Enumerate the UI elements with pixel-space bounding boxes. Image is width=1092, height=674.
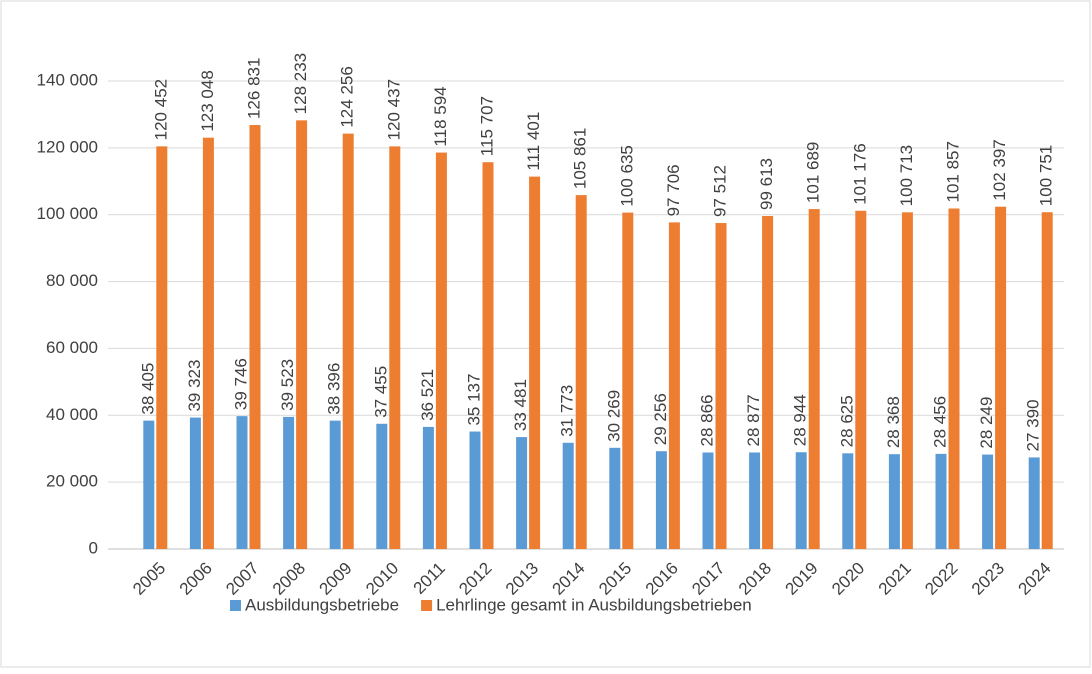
value-label: 97 706 bbox=[664, 164, 683, 216]
bar bbox=[1041, 212, 1053, 549]
y-tick-label: 60 000 bbox=[46, 338, 98, 357]
bar bbox=[435, 152, 447, 550]
y-tick-label: 120 000 bbox=[37, 137, 98, 156]
value-label: 28 456 bbox=[930, 396, 949, 448]
bar bbox=[995, 206, 1007, 549]
bar bbox=[762, 216, 774, 549]
value-label: 33 481 bbox=[511, 379, 530, 431]
bar bbox=[888, 454, 900, 549]
bar bbox=[249, 125, 261, 549]
value-label: 102 397 bbox=[990, 139, 1009, 200]
legend-swatch bbox=[421, 600, 433, 611]
bar bbox=[143, 420, 155, 549]
bar bbox=[376, 423, 388, 549]
bar bbox=[655, 451, 667, 549]
y-tick-label: 100 000 bbox=[37, 204, 98, 223]
bar bbox=[422, 426, 434, 549]
value-label: 31 773 bbox=[558, 385, 577, 437]
value-label: 29 256 bbox=[651, 393, 670, 445]
value-label: 100 751 bbox=[1037, 145, 1056, 206]
bar bbox=[469, 431, 481, 549]
legend-swatch bbox=[230, 600, 241, 611]
value-label: 115 707 bbox=[477, 96, 496, 156]
value-label: 101 689 bbox=[804, 142, 823, 203]
bar bbox=[562, 442, 574, 549]
legend-label: Lehrlinge gesamt in Ausbildungsbetrieben bbox=[436, 595, 752, 614]
value-label: 30 269 bbox=[604, 390, 623, 442]
value-label: 100 713 bbox=[897, 145, 916, 206]
value-label: 99 613 bbox=[757, 158, 776, 210]
value-label: 28 249 bbox=[977, 397, 996, 449]
value-label: 38 396 bbox=[325, 363, 344, 415]
bar bbox=[715, 223, 727, 549]
bar bbox=[808, 209, 820, 549]
bar bbox=[482, 162, 494, 550]
bar bbox=[749, 452, 761, 549]
value-label: 38 405 bbox=[138, 363, 157, 415]
bar bbox=[329, 420, 341, 549]
value-label: 39 523 bbox=[278, 359, 297, 411]
value-label: 35 137 bbox=[464, 374, 483, 426]
value-label: 36 521 bbox=[418, 369, 437, 421]
bar bbox=[342, 133, 354, 549]
bar bbox=[1028, 457, 1040, 549]
bar bbox=[622, 212, 634, 550]
bar bbox=[702, 452, 714, 549]
bar bbox=[529, 176, 541, 550]
y-tick-label: 0 bbox=[89, 538, 98, 557]
bar bbox=[842, 453, 854, 549]
legend-label: Ausbildungsbetriebe bbox=[245, 595, 399, 614]
value-label: 39 323 bbox=[185, 360, 204, 412]
value-label: 118 594 bbox=[431, 86, 450, 146]
bar bbox=[296, 120, 308, 550]
value-label: 123 048 bbox=[198, 70, 217, 131]
value-label: 120 452 bbox=[151, 79, 170, 140]
value-label: 28 866 bbox=[697, 395, 716, 447]
bar bbox=[795, 452, 807, 549]
bar bbox=[982, 454, 994, 549]
bar bbox=[855, 210, 867, 549]
bar bbox=[283, 416, 295, 549]
bar bbox=[609, 447, 621, 549]
value-label: 111 401 bbox=[524, 112, 543, 171]
bar bbox=[236, 416, 248, 549]
bar bbox=[901, 212, 913, 550]
bar bbox=[389, 146, 401, 550]
y-tick-label: 140 000 bbox=[37, 70, 98, 89]
value-label: 101 857 bbox=[943, 141, 962, 202]
bar bbox=[575, 195, 587, 549]
bar bbox=[156, 146, 168, 549]
bar bbox=[948, 208, 960, 550]
bar bbox=[202, 137, 214, 549]
value-label: 28 368 bbox=[884, 396, 903, 448]
bar bbox=[935, 453, 947, 549]
value-label: 120 437 bbox=[384, 79, 403, 140]
bar bbox=[516, 437, 528, 549]
value-label: 28 944 bbox=[791, 394, 810, 446]
value-label: 28 625 bbox=[837, 395, 856, 447]
value-label: 126 831 bbox=[244, 58, 263, 119]
bar bbox=[668, 222, 680, 549]
value-label: 27 390 bbox=[1024, 399, 1043, 451]
value-label: 105 861 bbox=[571, 128, 590, 189]
value-label: 37 455 bbox=[371, 366, 390, 418]
value-label: 101 176 bbox=[850, 143, 869, 204]
value-label: 28 877 bbox=[744, 394, 763, 446]
y-tick-label: 80 000 bbox=[46, 271, 98, 290]
value-label: 128 233 bbox=[291, 53, 310, 114]
value-label: 97 512 bbox=[710, 165, 729, 217]
y-tick-label: 20 000 bbox=[46, 472, 98, 491]
value-label: 39 746 bbox=[231, 358, 250, 410]
value-label: 124 256 bbox=[338, 66, 357, 127]
y-tick-label: 40 000 bbox=[46, 405, 98, 424]
bar bbox=[189, 417, 201, 549]
value-label: 100 635 bbox=[617, 145, 636, 206]
